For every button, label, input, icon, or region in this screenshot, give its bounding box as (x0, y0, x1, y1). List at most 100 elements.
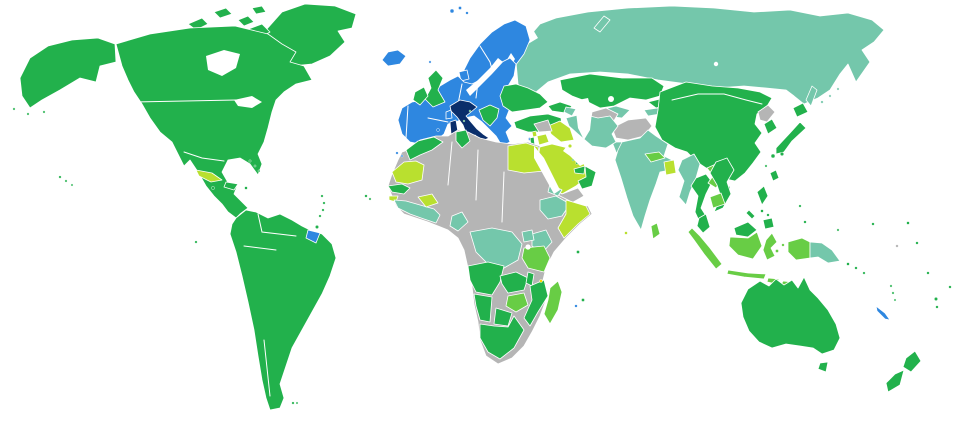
region-bahamas (257, 169, 261, 173)
region-dr-congo (469, 227, 523, 269)
region-iran (565, 113, 619, 149)
region-corsica (445, 109, 453, 120)
region-french-guiana (305, 229, 321, 244)
region-philippines-visayas (766, 213, 770, 217)
region-bahamas (248, 159, 252, 163)
region-borneo-malaysia (733, 221, 758, 238)
region-china-mongolia-border (671, 93, 763, 105)
region-burkina-faso (417, 193, 439, 208)
region-west-african-coast (393, 199, 441, 224)
region-mauritania (391, 160, 425, 185)
region-persian-gulf (563, 147, 586, 166)
region-chile-argentina-border (263, 339, 271, 397)
region-red-sea (534, 146, 560, 194)
region-fiji (934, 297, 938, 301)
region-papua-new-guinea (809, 241, 841, 264)
region-novaya-zemlya (593, 15, 611, 33)
region-us-canada-border (133, 99, 237, 103)
region-jordan (536, 133, 550, 146)
region-baltic-sea (466, 58, 503, 96)
region-hawaii (64, 179, 68, 183)
region-lesser-antilles (320, 194, 324, 198)
region-kuril-islands (820, 100, 824, 104)
region-borneo-indonesia (728, 231, 763, 260)
region-marshall-islands (871, 222, 875, 226)
region-svalbard (449, 8, 455, 14)
region-iceland (381, 49, 407, 67)
region-vietnam (709, 157, 735, 213)
region-great-lakes (234, 96, 262, 108)
region-france-spain-border (427, 117, 449, 123)
region-thailand (690, 173, 713, 226)
region-south-korea (763, 118, 778, 135)
region-botswana (493, 307, 513, 327)
region-vanuatu (891, 291, 895, 295)
region-japan-hokkaido (792, 102, 809, 118)
region-malaysia-peninsula (696, 213, 711, 234)
region-uae (573, 165, 586, 175)
region-galapagos (194, 240, 198, 244)
region-lake-victoria (525, 244, 531, 250)
region-australia (740, 276, 841, 355)
region-cape-verde (364, 194, 368, 198)
region-bangladesh (663, 159, 677, 176)
region-west-papua (787, 237, 811, 261)
region-somalia (557, 199, 591, 239)
region-aral-sea (608, 96, 614, 102)
region-cape-verde (368, 197, 372, 201)
region-russia-siberia (515, 5, 885, 105)
region-solomon-islands (862, 271, 866, 275)
region-nauru (895, 244, 899, 248)
region-philippines-palawan (745, 209, 756, 220)
region-trinidad (315, 225, 319, 229)
region-seychelles (576, 250, 580, 254)
region-algeria-libya-border (447, 141, 453, 186)
region-vatican (462, 119, 466, 123)
region-reunion (574, 304, 578, 308)
region-lesser-antilles (322, 201, 326, 205)
region-new-zealand-south (885, 369, 905, 393)
region-lake-baikal (713, 61, 719, 67)
region-zimbabwe (505, 292, 529, 313)
region-micronesia (803, 220, 807, 224)
region-syria (533, 119, 553, 133)
region-alaska (19, 37, 117, 109)
region-kuwait (568, 143, 573, 148)
region-new-zealand-north (902, 350, 922, 373)
region-sulawesi (762, 232, 778, 261)
region-philippines-visayas (760, 209, 764, 213)
region-sri-lanka (650, 222, 661, 240)
region-maldives (624, 231, 628, 235)
region-canadian-arctic-islands (237, 15, 255, 27)
region-japan-shikoku (780, 151, 785, 156)
region-myanmar (677, 153, 701, 206)
region-solomon-islands (854, 266, 858, 270)
region-cameroon (449, 211, 469, 232)
region-tasmania (817, 361, 829, 373)
region-comoros (539, 279, 543, 283)
region-canadian-arctic-islands (251, 5, 267, 15)
region-united-kingdom (424, 69, 446, 108)
region-tanzania (521, 245, 551, 273)
region-tunisia (455, 129, 471, 149)
region-azerbaijan (563, 106, 577, 117)
region-oman (577, 165, 597, 190)
region-guam (798, 204, 802, 208)
region-solomon-islands (846, 262, 850, 266)
region-sakhalin (805, 85, 818, 107)
region-aleutian-islands (12, 107, 16, 111)
region-canary-islands (395, 151, 399, 155)
region-tonga (935, 305, 939, 309)
region-java (726, 269, 767, 280)
region-south-america (229, 209, 337, 411)
region-cambodia (709, 192, 726, 209)
region-cook-islands (926, 271, 930, 275)
region-bahamas (253, 164, 257, 168)
region-puerto-rico (244, 186, 248, 190)
region-north-korea (757, 104, 776, 123)
region-morocco (405, 136, 444, 161)
region-italy (449, 99, 490, 142)
region-india (614, 129, 673, 231)
